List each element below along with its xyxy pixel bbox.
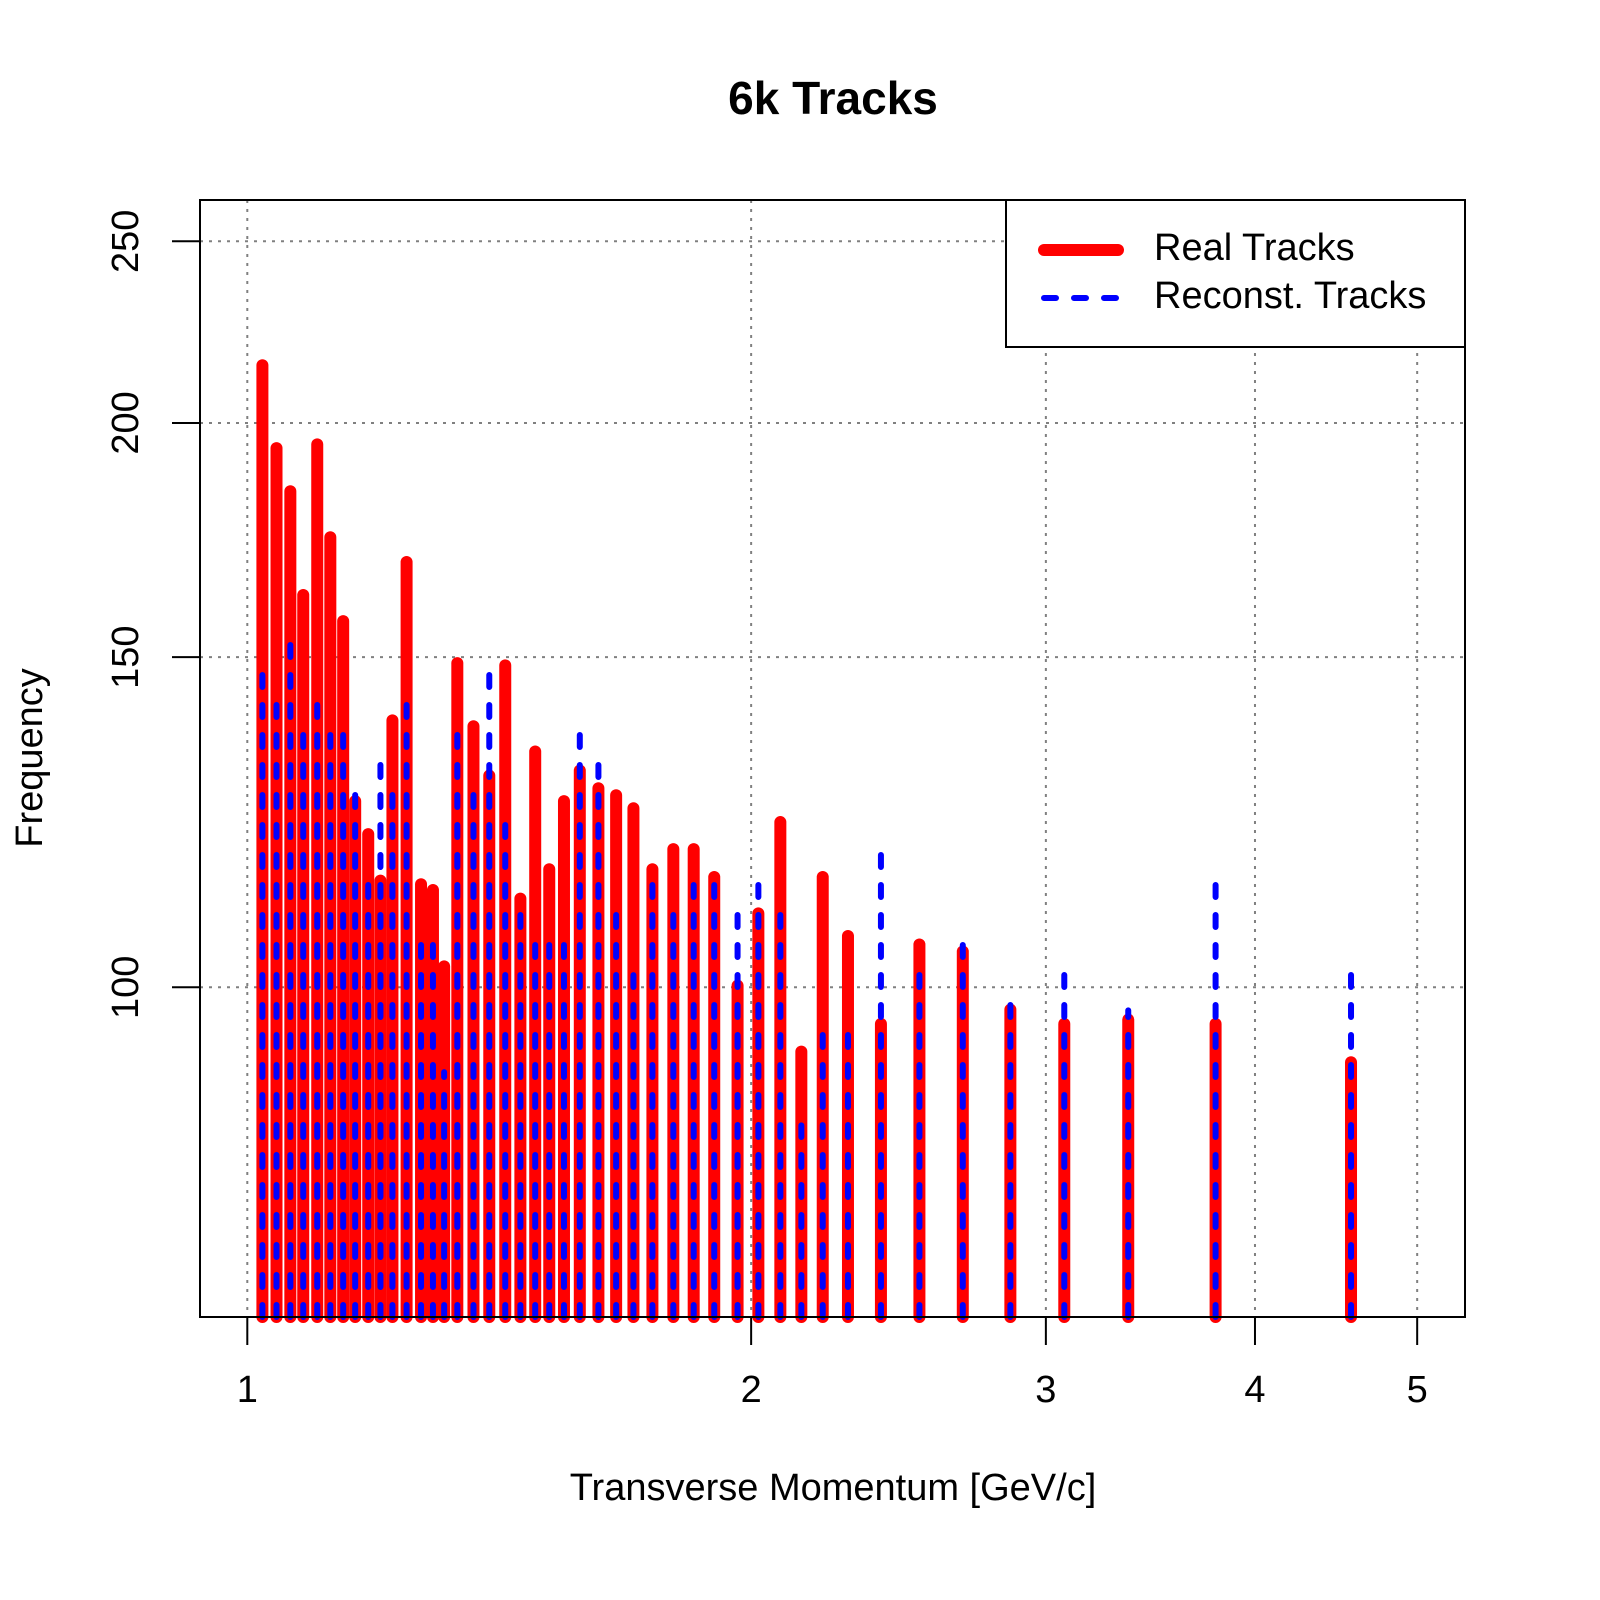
grid xyxy=(200,200,1465,1317)
y-tick-label: 200 xyxy=(105,391,147,454)
x-tick-label: 3 xyxy=(1035,1369,1056,1411)
legend-box xyxy=(1005,199,1466,348)
y-tick-label: 100 xyxy=(105,956,147,1019)
x-tick-label: 5 xyxy=(1407,1369,1428,1411)
legend-label: Reconst. Tracks xyxy=(1154,275,1426,317)
x-tick-label: 1 xyxy=(237,1369,258,1411)
legend-label: Real Tracks xyxy=(1154,227,1355,269)
x-tick-label: 4 xyxy=(1244,1369,1265,1411)
axes: 1 2 3 4 5 100 150 200 250 xyxy=(105,199,1466,1411)
legend: Real Tracks Reconst. Tracks xyxy=(1005,199,1466,348)
x-tick-label: 2 xyxy=(741,1369,762,1411)
y-axis-label: Frequency xyxy=(9,668,51,848)
x-axis-label: Transverse Momentum [GeV/c] xyxy=(570,1467,1097,1509)
y-tick-label: 150 xyxy=(105,625,147,688)
marks xyxy=(256,359,1358,1323)
chart-title: 6k Tracks xyxy=(728,72,938,124)
y-tick-label: 250 xyxy=(105,210,147,273)
plot-frame xyxy=(199,199,1466,1318)
